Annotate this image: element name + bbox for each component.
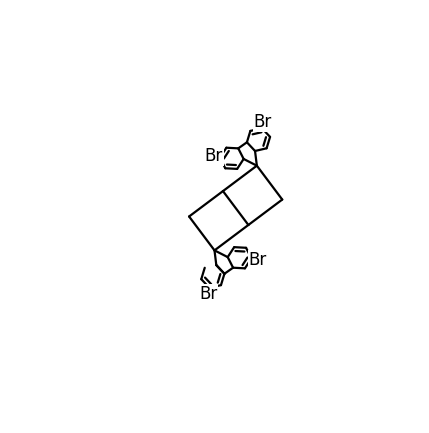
Text: Br: Br: [248, 251, 267, 269]
Text: Br: Br: [199, 285, 218, 303]
Text: Br: Br: [205, 147, 223, 165]
Text: Br: Br: [254, 113, 272, 131]
